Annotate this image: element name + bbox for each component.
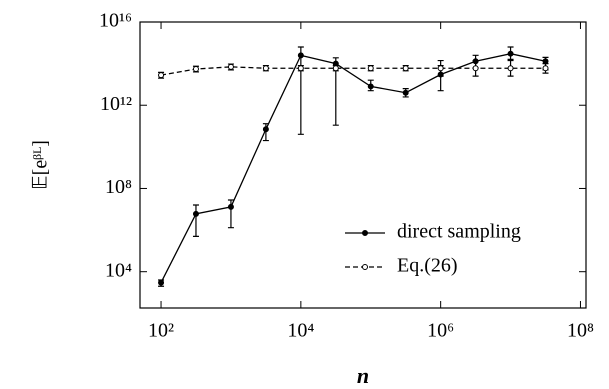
marker [367, 65, 374, 72]
marker [542, 58, 549, 65]
marker [158, 72, 165, 79]
marker [192, 210, 199, 217]
series-line [160, 53, 546, 283]
marker [507, 65, 514, 72]
legend-label: Eq.(26) [397, 255, 458, 277]
marker [332, 65, 339, 72]
marker [158, 279, 165, 286]
x-tick-label: 10⁴ [287, 320, 314, 342]
x-tick-label: 10⁸ [567, 320, 594, 342]
marker [367, 83, 374, 90]
y-tick-label: 10⁴ [105, 259, 132, 281]
marker [472, 65, 479, 72]
marker [297, 52, 304, 59]
x-axis-label: n [357, 363, 369, 388]
marker [402, 89, 409, 96]
marker [297, 65, 304, 72]
marker [227, 203, 234, 210]
series-line [160, 66, 546, 76]
error-bar [297, 46, 304, 135]
marker [402, 65, 409, 72]
marker [262, 65, 269, 72]
legend-label: direct sampling [397, 221, 521, 243]
y-tick-label: 10¹⁶ [99, 10, 132, 32]
legend-marker [362, 230, 368, 236]
plot-frame [139, 21, 587, 309]
y-tick-label: 10¹² [100, 93, 132, 115]
marker [437, 65, 444, 72]
y-axis-label: 𝔼[eᵝᴸ] [30, 140, 52, 190]
marker [262, 126, 269, 133]
marker [227, 63, 234, 70]
y-tick-label: 10⁸ [105, 176, 132, 198]
x-tick-label: 10² [148, 320, 174, 342]
error-bar [192, 204, 199, 237]
marker [192, 66, 199, 73]
x-tick-label: 10⁶ [427, 320, 454, 342]
marker [507, 50, 514, 57]
marker [542, 65, 549, 72]
legend-marker [362, 264, 368, 270]
